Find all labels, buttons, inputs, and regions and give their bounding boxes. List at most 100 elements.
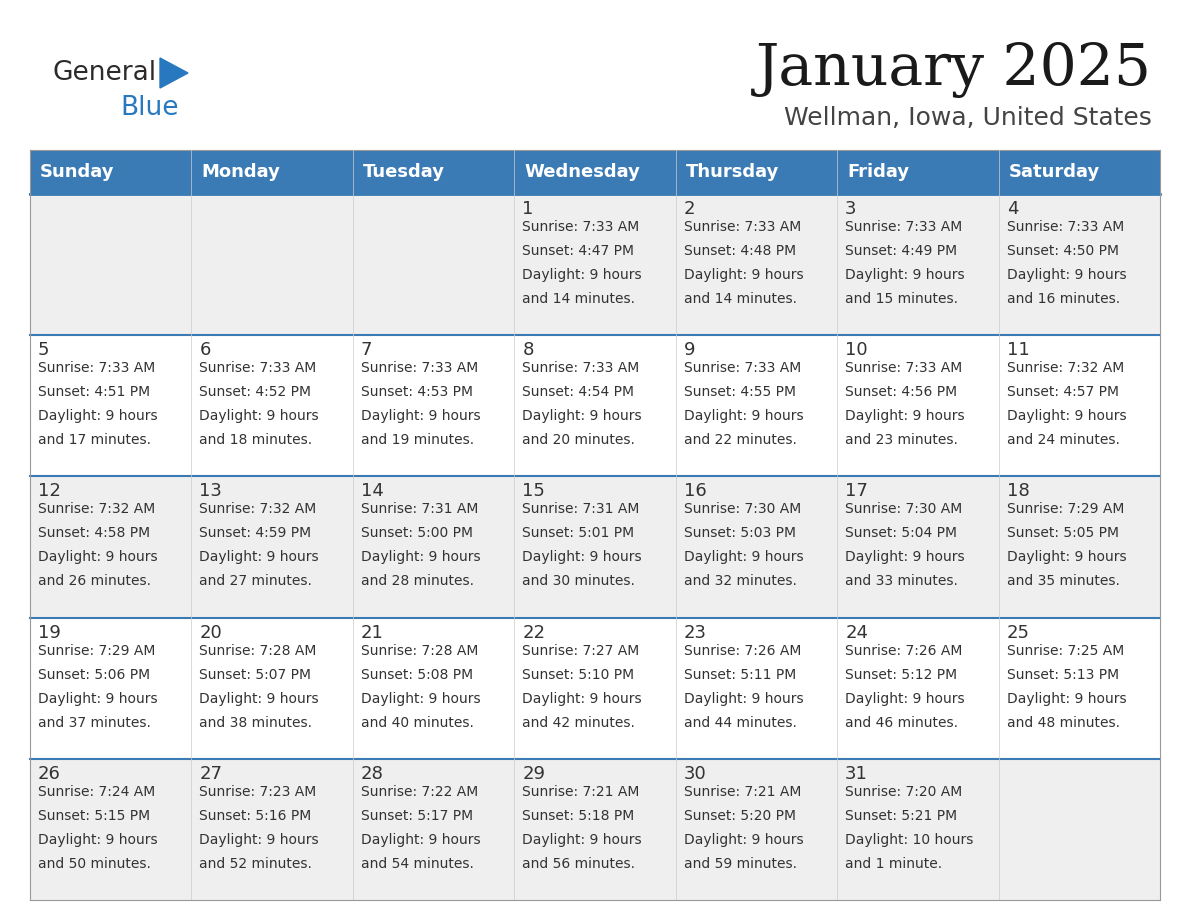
Text: Daylight: 9 hours: Daylight: 9 hours — [361, 409, 480, 423]
Text: and 37 minutes.: and 37 minutes. — [38, 716, 151, 730]
Bar — [30, 476, 1159, 618]
Text: 14: 14 — [361, 482, 384, 500]
Text: Daylight: 9 hours: Daylight: 9 hours — [684, 409, 803, 423]
Bar — [30, 759, 1159, 900]
Text: and 27 minutes.: and 27 minutes. — [200, 575, 312, 588]
Text: Sunrise: 7:33 AM: Sunrise: 7:33 AM — [684, 220, 801, 234]
Text: and 56 minutes.: and 56 minutes. — [523, 856, 636, 871]
Text: Daylight: 9 hours: Daylight: 9 hours — [200, 833, 320, 846]
Text: and 40 minutes.: and 40 minutes. — [361, 716, 474, 730]
Text: Daylight: 9 hours: Daylight: 9 hours — [38, 551, 158, 565]
Text: 15: 15 — [523, 482, 545, 500]
Text: Daylight: 9 hours: Daylight: 9 hours — [845, 268, 965, 282]
Text: Daylight: 9 hours: Daylight: 9 hours — [845, 409, 965, 423]
Text: Sunrise: 7:30 AM: Sunrise: 7:30 AM — [684, 502, 801, 517]
Text: Sunrise: 7:29 AM: Sunrise: 7:29 AM — [38, 644, 156, 657]
Text: Sunrise: 7:33 AM: Sunrise: 7:33 AM — [361, 361, 478, 375]
Text: 1: 1 — [523, 200, 533, 218]
Text: Sunrise: 7:29 AM: Sunrise: 7:29 AM — [1006, 502, 1124, 517]
Text: Sunset: 5:10 PM: Sunset: 5:10 PM — [523, 667, 634, 681]
Text: Sunrise: 7:33 AM: Sunrise: 7:33 AM — [38, 361, 156, 375]
Text: and 18 minutes.: and 18 minutes. — [200, 433, 312, 447]
Text: and 16 minutes.: and 16 minutes. — [1006, 292, 1120, 306]
Text: 18: 18 — [1006, 482, 1029, 500]
Text: Sunset: 5:07 PM: Sunset: 5:07 PM — [200, 667, 311, 681]
Text: Tuesday: Tuesday — [362, 163, 444, 181]
Text: Daylight: 9 hours: Daylight: 9 hours — [523, 833, 642, 846]
Text: and 28 minutes.: and 28 minutes. — [361, 575, 474, 588]
Text: Daylight: 9 hours: Daylight: 9 hours — [1006, 268, 1126, 282]
Text: Sunset: 5:21 PM: Sunset: 5:21 PM — [845, 809, 958, 823]
Text: Sunset: 4:53 PM: Sunset: 4:53 PM — [361, 386, 473, 399]
Text: 20: 20 — [200, 623, 222, 642]
Text: and 23 minutes.: and 23 minutes. — [845, 433, 958, 447]
Text: Sunrise: 7:32 AM: Sunrise: 7:32 AM — [200, 502, 317, 517]
Text: and 26 minutes.: and 26 minutes. — [38, 575, 151, 588]
Text: Sunset: 4:47 PM: Sunset: 4:47 PM — [523, 244, 634, 258]
Text: Sunset: 5:18 PM: Sunset: 5:18 PM — [523, 809, 634, 823]
Text: 16: 16 — [684, 482, 707, 500]
Text: Saturday: Saturday — [1009, 163, 1100, 181]
Text: Sunset: 5:11 PM: Sunset: 5:11 PM — [684, 667, 796, 681]
Text: and 42 minutes.: and 42 minutes. — [523, 716, 636, 730]
Text: 29: 29 — [523, 765, 545, 783]
Text: January 2025: January 2025 — [756, 42, 1152, 98]
Text: Sunrise: 7:33 AM: Sunrise: 7:33 AM — [845, 220, 962, 234]
Text: 2: 2 — [684, 200, 695, 218]
Text: Daylight: 9 hours: Daylight: 9 hours — [523, 691, 642, 706]
Text: Sunset: 4:48 PM: Sunset: 4:48 PM — [684, 244, 796, 258]
Text: Sunset: 5:13 PM: Sunset: 5:13 PM — [1006, 667, 1119, 681]
Bar — [30, 194, 1159, 335]
Text: Daylight: 9 hours: Daylight: 9 hours — [1006, 691, 1126, 706]
Text: and 14 minutes.: and 14 minutes. — [684, 292, 797, 306]
Text: Sunrise: 7:33 AM: Sunrise: 7:33 AM — [845, 361, 962, 375]
Text: and 15 minutes.: and 15 minutes. — [845, 292, 959, 306]
Text: Sunset: 5:04 PM: Sunset: 5:04 PM — [845, 526, 958, 541]
Text: Daylight: 9 hours: Daylight: 9 hours — [523, 268, 642, 282]
Text: Sunrise: 7:25 AM: Sunrise: 7:25 AM — [1006, 644, 1124, 657]
Text: and 48 minutes.: and 48 minutes. — [1006, 716, 1119, 730]
Text: Sunset: 4:50 PM: Sunset: 4:50 PM — [1006, 244, 1119, 258]
Text: Daylight: 9 hours: Daylight: 9 hours — [684, 833, 803, 846]
Text: 7: 7 — [361, 341, 372, 359]
Text: Sunset: 4:58 PM: Sunset: 4:58 PM — [38, 526, 150, 541]
Text: and 38 minutes.: and 38 minutes. — [200, 716, 312, 730]
Text: Daylight: 9 hours: Daylight: 9 hours — [200, 551, 320, 565]
Text: Sunday: Sunday — [40, 163, 114, 181]
Polygon shape — [160, 58, 188, 88]
Text: 3: 3 — [845, 200, 857, 218]
Text: 28: 28 — [361, 765, 384, 783]
Text: Daylight: 9 hours: Daylight: 9 hours — [361, 551, 480, 565]
Text: Sunset: 4:59 PM: Sunset: 4:59 PM — [200, 526, 311, 541]
Text: and 33 minutes.: and 33 minutes. — [845, 575, 958, 588]
Text: and 44 minutes.: and 44 minutes. — [684, 716, 797, 730]
Text: and 17 minutes.: and 17 minutes. — [38, 433, 151, 447]
Text: and 46 minutes.: and 46 minutes. — [845, 716, 959, 730]
Text: Sunset: 5:16 PM: Sunset: 5:16 PM — [200, 809, 311, 823]
Text: Daylight: 9 hours: Daylight: 9 hours — [523, 551, 642, 565]
Text: Daylight: 9 hours: Daylight: 9 hours — [845, 691, 965, 706]
Text: 24: 24 — [845, 623, 868, 642]
Text: Friday: Friday — [847, 163, 909, 181]
Text: and 59 minutes.: and 59 minutes. — [684, 856, 797, 871]
Text: 12: 12 — [38, 482, 61, 500]
Text: and 52 minutes.: and 52 minutes. — [200, 856, 312, 871]
Text: Sunrise: 7:32 AM: Sunrise: 7:32 AM — [38, 502, 156, 517]
Text: and 24 minutes.: and 24 minutes. — [1006, 433, 1119, 447]
Text: Wednesday: Wednesday — [524, 163, 640, 181]
Text: Daylight: 9 hours: Daylight: 9 hours — [845, 551, 965, 565]
Text: and 35 minutes.: and 35 minutes. — [1006, 575, 1119, 588]
Text: Daylight: 9 hours: Daylight: 9 hours — [361, 833, 480, 846]
Text: Sunrise: 7:33 AM: Sunrise: 7:33 AM — [200, 361, 317, 375]
Text: Sunset: 4:57 PM: Sunset: 4:57 PM — [1006, 386, 1119, 399]
Text: Daylight: 9 hours: Daylight: 9 hours — [38, 833, 158, 846]
Text: Sunset: 5:20 PM: Sunset: 5:20 PM — [684, 809, 796, 823]
Text: and 20 minutes.: and 20 minutes. — [523, 433, 636, 447]
Bar — [30, 335, 1159, 476]
Text: Wellman, Iowa, United States: Wellman, Iowa, United States — [784, 106, 1152, 130]
Text: Sunset: 4:49 PM: Sunset: 4:49 PM — [845, 244, 958, 258]
Text: Sunrise: 7:31 AM: Sunrise: 7:31 AM — [361, 502, 479, 517]
Text: Sunset: 5:00 PM: Sunset: 5:00 PM — [361, 526, 473, 541]
Text: Daylight: 9 hours: Daylight: 9 hours — [38, 691, 158, 706]
Text: and 14 minutes.: and 14 minutes. — [523, 292, 636, 306]
